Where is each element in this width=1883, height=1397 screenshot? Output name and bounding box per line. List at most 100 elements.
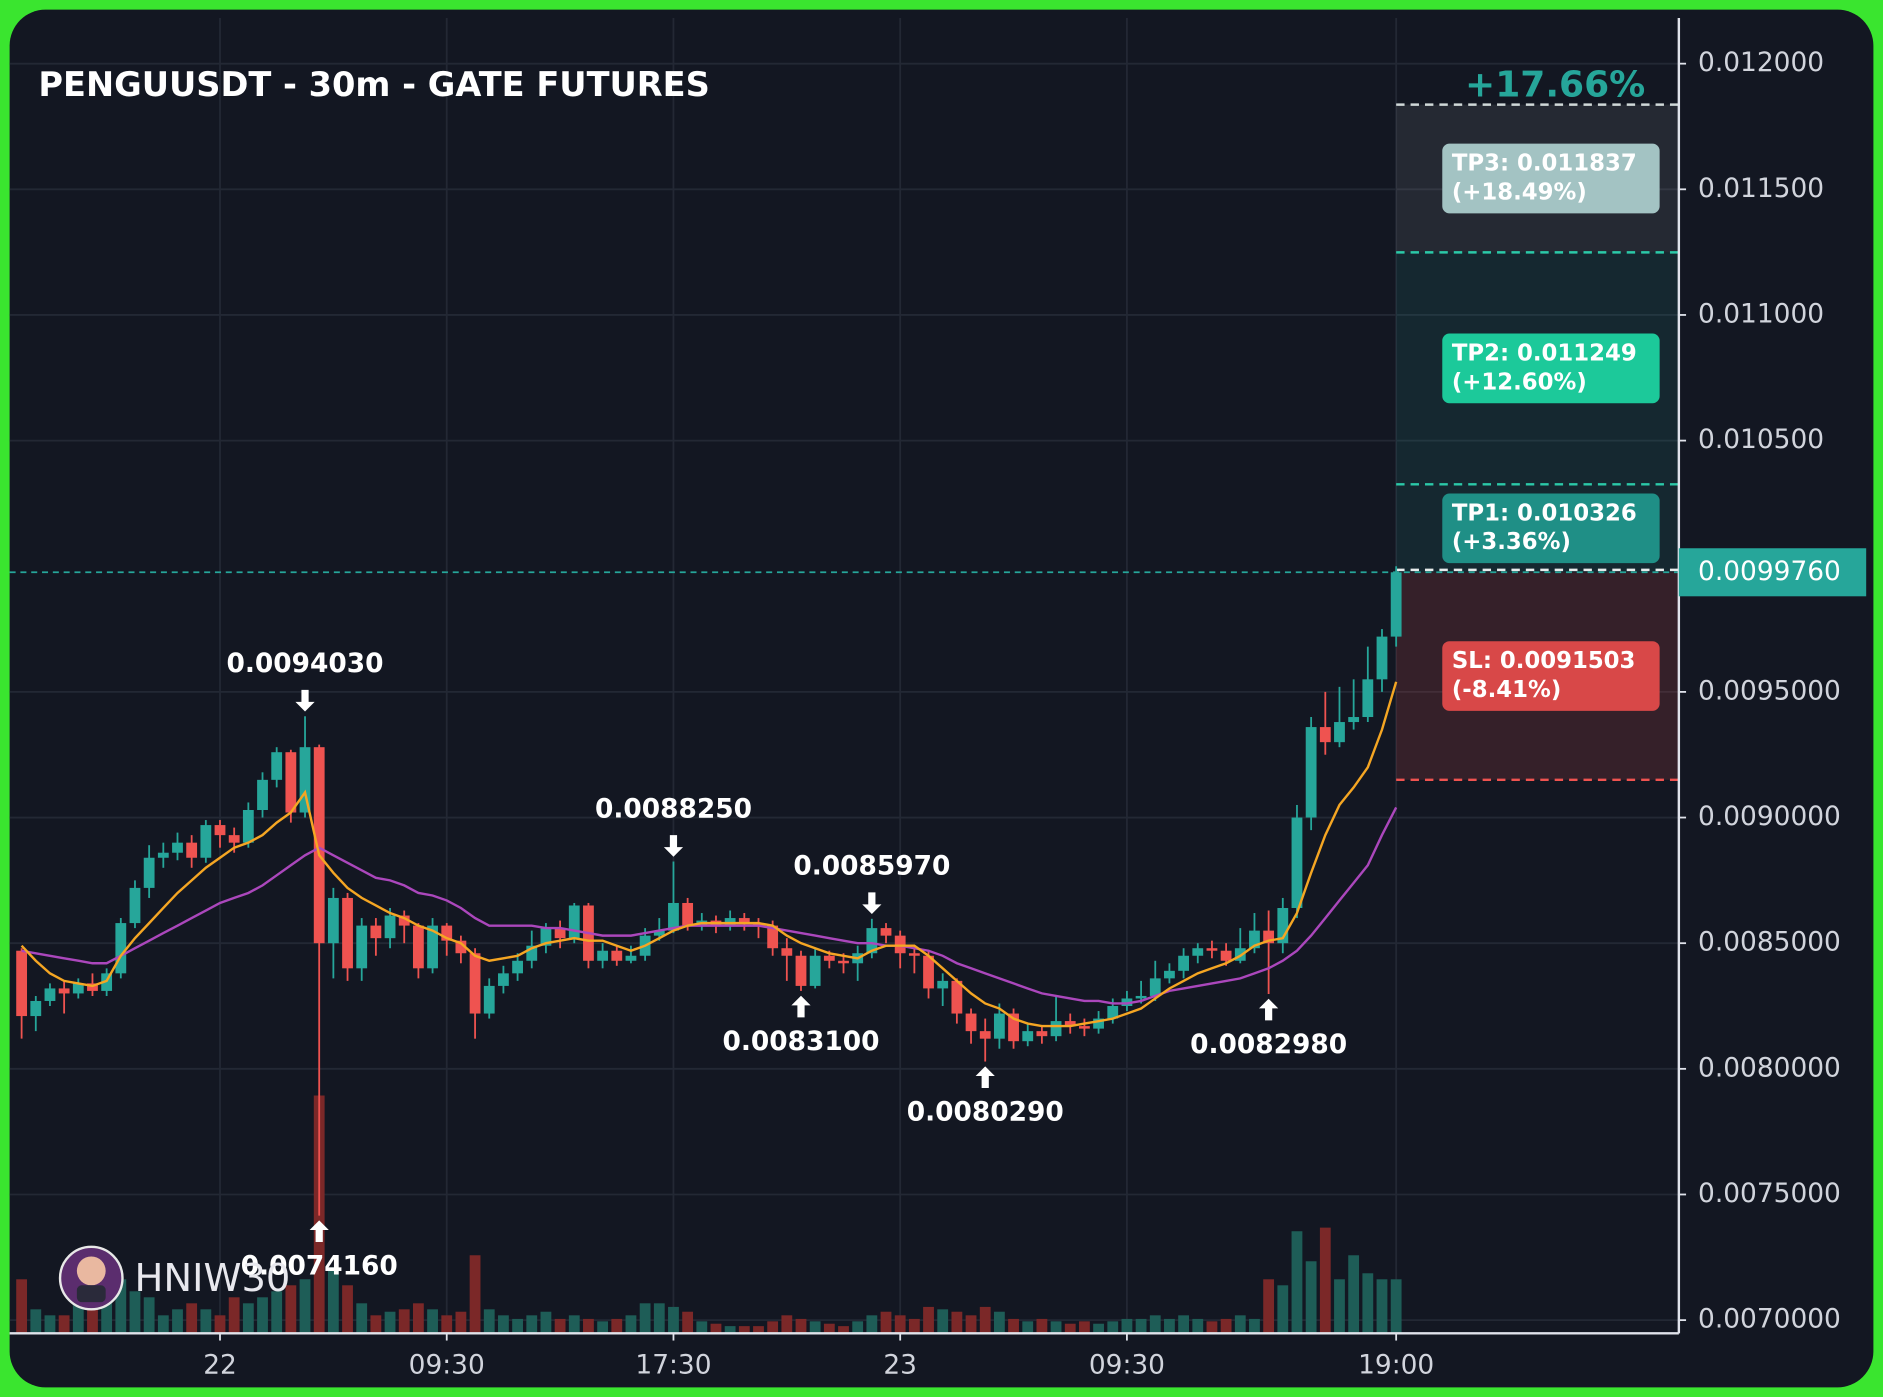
candle-body <box>483 985 495 1014</box>
candle-body <box>157 852 169 858</box>
volume-bar <box>441 1315 453 1334</box>
candle-body <box>1220 950 1232 961</box>
candle-body <box>993 1013 1005 1039</box>
chart-title: PENGUUSDT - 30m - GATE FUTURES <box>38 65 709 104</box>
annotation-arrow <box>791 995 811 1018</box>
volume-bar <box>1390 1279 1402 1334</box>
volume-bar <box>937 1309 949 1334</box>
candle-body <box>668 902 679 931</box>
annotation-label: 0.0080290 <box>907 1097 1064 1128</box>
candle-body <box>172 842 183 853</box>
candle-body <box>951 980 963 1014</box>
volume-bar <box>1121 1318 1133 1334</box>
volume-bar <box>1093 1323 1104 1334</box>
candle-body <box>143 857 155 888</box>
volume-bar <box>498 1315 509 1334</box>
candle-body <box>186 842 198 858</box>
annotations: 0.0094030 0.0074160 0.0088250 0.0083100 0.00… <box>227 648 1348 1282</box>
annotation-label: 0.0085970 <box>793 851 950 882</box>
candle-body <box>214 825 226 836</box>
x-tick-label: 09:30 <box>409 1349 485 1380</box>
candle-body <box>1277 908 1289 944</box>
level-pct: (-8.41%) <box>1452 677 1561 703</box>
volume-bar <box>1249 1318 1260 1334</box>
candle-body <box>1107 1006 1119 1019</box>
level-box <box>1442 493 1660 564</box>
candle-body <box>1319 727 1331 743</box>
candle-body <box>625 955 637 961</box>
candle-body <box>823 955 835 961</box>
volume-bar <box>1050 1321 1062 1334</box>
volume-bar <box>427 1309 438 1334</box>
level-box <box>1442 143 1660 214</box>
candle-body <box>242 810 254 843</box>
volume-bar <box>1008 1318 1019 1334</box>
volume-bar <box>979 1306 991 1334</box>
annotation-label: 0.0083100 <box>722 1026 879 1057</box>
candle-body <box>554 928 566 939</box>
chart-background <box>9 9 1874 1388</box>
candle-body <box>398 915 410 926</box>
volume-bar <box>1036 1318 1048 1334</box>
candle-body <box>1135 995 1147 999</box>
level-label: TP2: 0.011249 <box>1452 340 1637 366</box>
annotation-arrow <box>295 689 315 712</box>
avatar-body <box>76 1285 106 1303</box>
volume-bar <box>1135 1318 1147 1334</box>
volume-bar <box>923 1306 934 1334</box>
volume-bar <box>753 1326 764 1334</box>
volume-bar <box>526 1315 538 1334</box>
zones: TP3: 0.011837(+18.49%) TP2: 0.011249 (+12.… <box>9 103 1679 781</box>
watermark-text: HNIW30 <box>135 1256 291 1301</box>
candle-body <box>838 960 849 964</box>
volume-bar <box>710 1323 722 1334</box>
candle-body <box>1390 572 1402 637</box>
y-tick-label: 0.011000 <box>1698 298 1824 329</box>
volume-bar <box>16 1279 28 1334</box>
moving-average <box>21 806 1398 1005</box>
candle-body <box>767 925 779 949</box>
volume-bar <box>1220 1318 1232 1334</box>
volume-bar <box>342 1285 353 1334</box>
volume-bar <box>228 1297 240 1334</box>
candle-body <box>228 835 240 843</box>
y-tick-label: 0.0095000 <box>1698 675 1841 706</box>
candle-body <box>299 747 311 813</box>
volume-bar <box>823 1323 835 1334</box>
y-tick-label: 0.011500 <box>1698 173 1824 204</box>
volume-bar <box>809 1321 821 1334</box>
volume-bar <box>597 1321 609 1334</box>
volume-bar <box>200 1309 212 1334</box>
candle-body <box>1334 722 1345 743</box>
candle-body <box>1008 1013 1019 1042</box>
candle-body <box>427 925 438 969</box>
candle-body <box>1249 930 1260 949</box>
candle-body <box>894 935 906 954</box>
candle-body <box>880 928 892 936</box>
candle-body <box>866 928 878 954</box>
candle-body <box>1206 948 1218 951</box>
target-percent: +17.66% <box>1465 64 1645 105</box>
candle-body <box>1093 1018 1104 1029</box>
volume-bar <box>866 1315 878 1334</box>
x-tick-label: 17:30 <box>635 1349 711 1380</box>
volume-bar <box>1291 1231 1303 1334</box>
candle-body <box>611 950 623 961</box>
candle-body <box>1022 1031 1034 1042</box>
candle-body <box>540 928 552 946</box>
volume-bar <box>852 1321 864 1334</box>
candle-body <box>441 925 453 941</box>
candle-body <box>1348 717 1360 723</box>
annotation-arrow <box>309 1220 329 1243</box>
volume-bar <box>143 1297 155 1334</box>
candle-body <box>1291 817 1303 909</box>
volume-bar <box>838 1326 849 1334</box>
volume-bar <box>1022 1321 1034 1334</box>
y-tick-label: 0.0075000 <box>1698 1178 1841 1209</box>
volume-bar <box>738 1326 750 1334</box>
candle-body <box>412 925 424 969</box>
volume-bar <box>1107 1321 1119 1334</box>
x-tick-label: 19:00 <box>1358 1349 1434 1380</box>
candle-body <box>965 1013 977 1032</box>
candle-body <box>1178 955 1190 971</box>
